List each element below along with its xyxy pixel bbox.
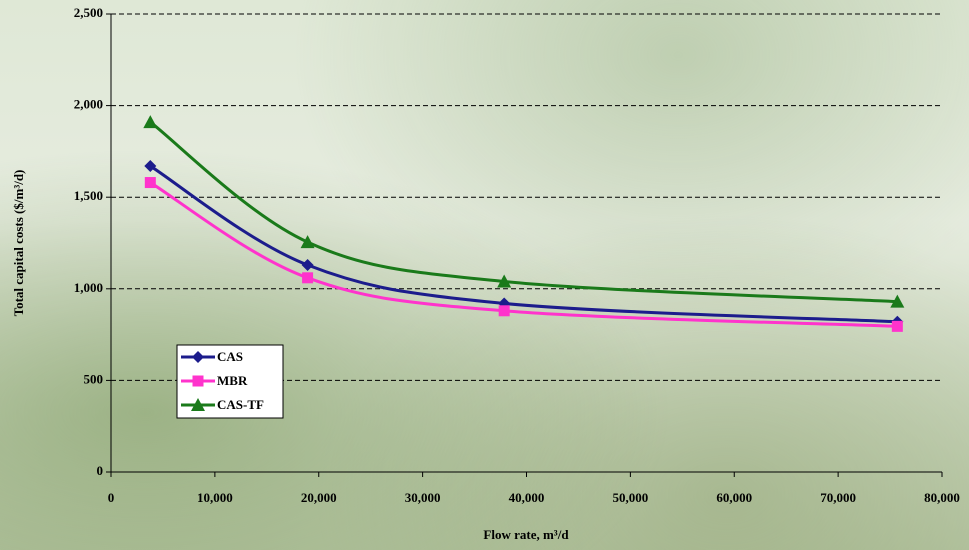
x-tick-label: 10,000 <box>197 490 233 505</box>
marker <box>892 321 903 332</box>
y-tick-label: 0 <box>97 463 104 478</box>
page: Total capital costs ($/m³/d) Flow rate, … <box>0 0 969 550</box>
legend-label: MBR <box>217 373 248 388</box>
x-tick-label: 30,000 <box>405 490 441 505</box>
x-tick-label: 70,000 <box>820 490 856 505</box>
marker <box>499 305 510 316</box>
x-tick-label: 40,000 <box>509 490 545 505</box>
series-line <box>150 122 897 302</box>
x-axis-label: Flow rate, m³/d <box>483 527 569 542</box>
marker <box>302 272 313 283</box>
legend: CAS MBR CAS-TF <box>177 345 283 418</box>
marker <box>193 376 204 387</box>
marker <box>302 259 314 271</box>
x-tick-label: 20,000 <box>301 490 337 505</box>
x-tick-label: 80,000 <box>924 490 960 505</box>
x-tick-label: 50,000 <box>613 490 649 505</box>
y-axis-label: Total capital costs ($/m³/d) <box>11 170 26 317</box>
marker <box>143 115 157 128</box>
chart: Total capital costs ($/m³/d) Flow rate, … <box>0 0 969 550</box>
legend-label: CAS <box>217 349 243 364</box>
x-tick-label: 60,000 <box>716 490 752 505</box>
marker <box>145 177 156 188</box>
legend-label: CAS-TF <box>217 397 264 412</box>
y-tick-label: 500 <box>84 371 104 386</box>
y-tick-label: 1,500 <box>74 188 103 203</box>
y-tick-label: 1,000 <box>74 280 103 295</box>
y-tick-label: 2,000 <box>74 97 103 112</box>
marker <box>301 235 315 248</box>
x-tick-label: 0 <box>108 490 115 505</box>
y-tick-label: 2,500 <box>74 5 103 20</box>
